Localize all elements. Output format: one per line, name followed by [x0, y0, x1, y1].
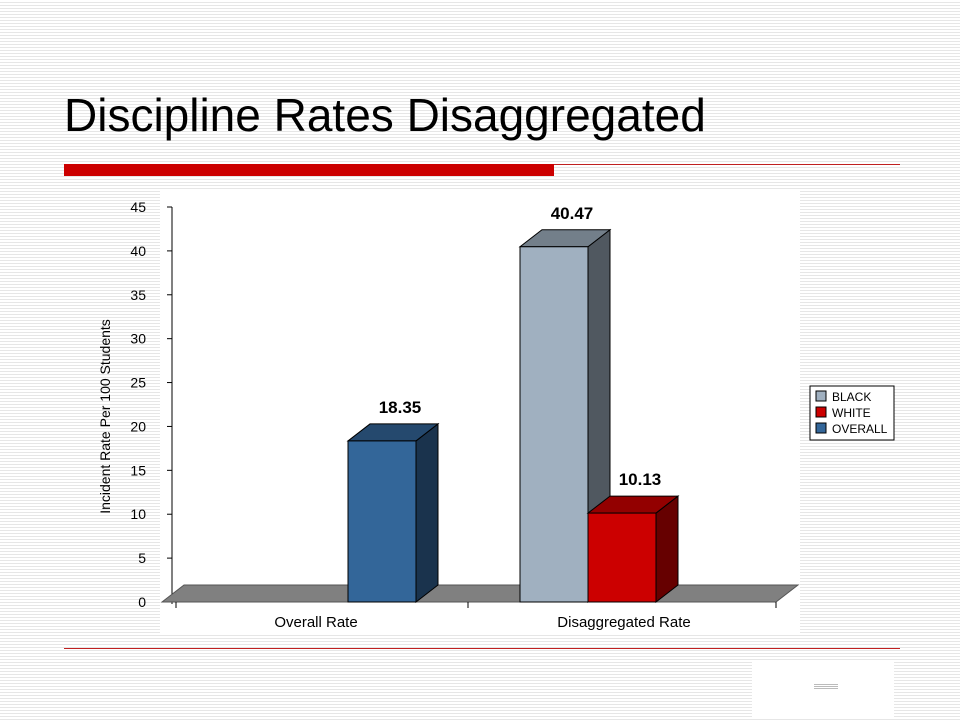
legend-item-white: WHITE [815, 406, 871, 420]
x-category-label: Disaggregated Rate [557, 614, 690, 631]
legend-swatch [815, 422, 827, 434]
y-tick-label: 5 [138, 550, 146, 566]
bar-front [347, 440, 417, 603]
legend-swatch [815, 390, 827, 402]
legend-label: WHITE [832, 406, 871, 420]
legend-label: BLACK [832, 390, 871, 404]
footer-rule [64, 648, 900, 649]
data-label-white: 10.13 [619, 470, 662, 489]
corner-thumbnail-lines [814, 684, 838, 690]
bar-front [587, 512, 657, 603]
y-tick-label: 35 [130, 287, 146, 303]
data-label-overall: 18.35 [379, 398, 422, 417]
bar-side [655, 495, 679, 604]
legend-swatch [815, 406, 827, 418]
legend-label: OVERALL [832, 422, 888, 436]
y-tick-label: 30 [130, 331, 146, 347]
y-tick-label: 10 [130, 506, 146, 522]
bar-overall [346, 422, 440, 604]
chart-floor [160, 584, 800, 603]
bar-side [415, 422, 439, 604]
y-tick-label: 40 [130, 243, 146, 259]
bar-white [586, 495, 680, 604]
y-tick-label: 20 [130, 418, 146, 434]
y-axis-title: Incident Rate Per 100 Students [97, 319, 113, 514]
y-tick-label: 15 [130, 462, 146, 478]
legend-item-overall: OVERALL [815, 422, 888, 436]
title-accent-bar [64, 164, 554, 176]
title-underline [554, 164, 900, 165]
chart-area [160, 190, 800, 635]
y-tick-label: 0 [138, 594, 146, 610]
y-tick-label: 25 [130, 375, 146, 391]
slide-title: Discipline Rates Disaggregated [64, 89, 706, 141]
x-category-label: Overall Rate [274, 614, 357, 631]
bar-front [519, 246, 589, 603]
data-label-black: 40.47 [551, 204, 594, 223]
legend-item-black: BLACK [815, 390, 871, 404]
y-tick-label: 45 [130, 199, 146, 215]
